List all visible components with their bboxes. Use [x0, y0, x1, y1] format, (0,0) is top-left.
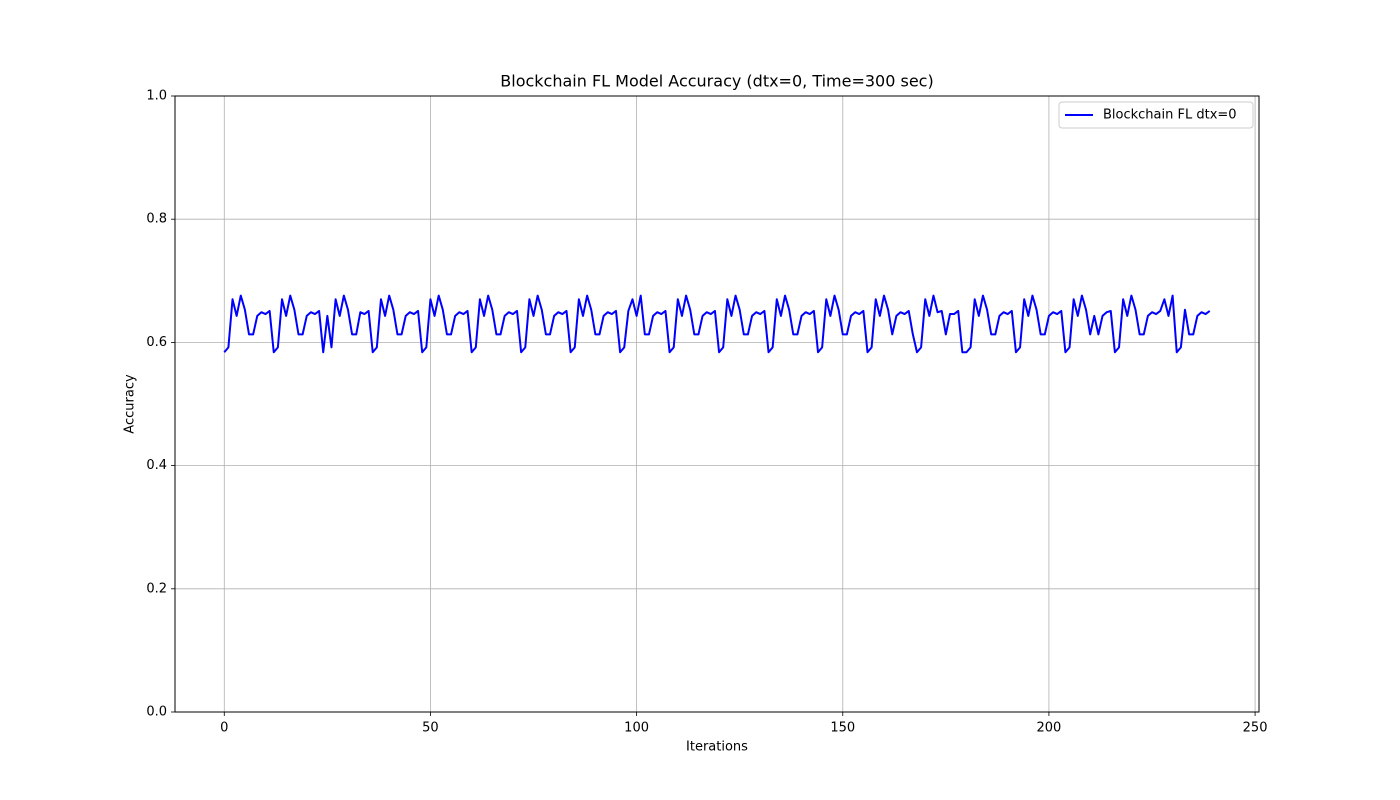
chart-title: Blockchain FL Model Accuracy (dtx=0, Tim… [500, 72, 933, 91]
y-tick-label: 0.8 [146, 212, 167, 227]
y-axis-label: Accuracy [123, 374, 138, 434]
x-tick-label: 50 [422, 721, 439, 736]
data-line [223, 294, 1211, 354]
x-tick-label: 150 [830, 721, 855, 736]
y-tick-label: 0.2 [146, 581, 167, 596]
plot-frame [174, 95, 1260, 713]
y-tick-label: 0.6 [146, 335, 167, 350]
x-axis-label: Iterations [686, 740, 748, 755]
x-tick-label: 0 [220, 721, 228, 736]
legend [1058, 101, 1254, 129]
x-tick-label: 100 [624, 721, 649, 736]
x-tick-label: 250 [1243, 721, 1268, 736]
legend-label: Blockchain FL dtx=0 [1103, 108, 1237, 123]
y-tick-label: 0.4 [146, 458, 167, 473]
y-tick-label: 1.0 [146, 89, 167, 104]
x-tick-label: 200 [1037, 721, 1062, 736]
y-tick-label: 0.0 [146, 705, 167, 720]
